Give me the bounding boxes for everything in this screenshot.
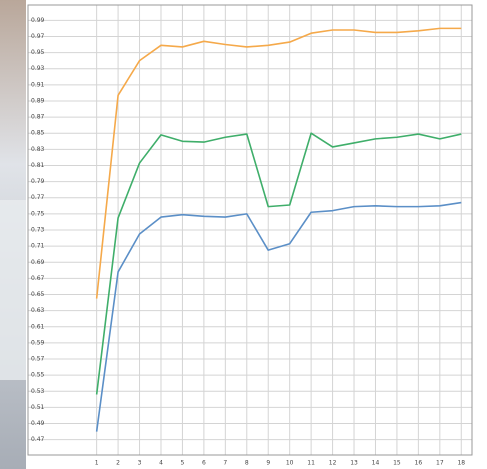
x-tick-label: 11 (307, 460, 315, 467)
y-tick-label: 0.51 (31, 404, 45, 411)
y-tick-label: 0.79 (31, 178, 45, 185)
y-tick-label: 0.49 (31, 420, 45, 427)
x-tick-label: 1 (95, 460, 99, 467)
x-tick-label: 5 (181, 460, 185, 467)
y-tick-label: 0.71 (31, 243, 45, 250)
y-tick-label: 0.87 (31, 114, 45, 121)
y-tick-label: 0.73 (31, 227, 45, 234)
x-tick-label: 6 (202, 460, 206, 467)
y-tick-label: 0.81 (31, 162, 45, 169)
y-tick-label: 0.65 (31, 291, 45, 298)
x-tick-label: 7 (223, 460, 227, 467)
x-tick-label: 16 (415, 460, 423, 467)
x-tick-label: 17 (436, 460, 444, 467)
y-tick-label: 0.95 (31, 49, 45, 56)
y-tick-label: 0.77 (31, 194, 45, 201)
y-tick-label: 0.63 (31, 307, 45, 314)
x-tick-label: 15 (393, 460, 401, 467)
x-tick-label: 12 (329, 460, 337, 467)
y-tick-label: 0.89 (31, 97, 45, 104)
x-tick-label: 2 (116, 460, 120, 467)
page: {"chart_data": {"type": "line", "x": [1,… (0, 0, 487, 469)
y-tick-label: 0.69 (31, 259, 45, 266)
x-tick-label: 14 (372, 460, 380, 467)
y-tick-label: 0.99 (31, 17, 45, 24)
screen (26, 0, 487, 469)
y-tick-label: 0.67 (31, 275, 45, 282)
y-tick-label: 0.53 (31, 388, 45, 395)
y-tick-label: 0.85 (31, 130, 45, 137)
y-tick-label: 0.55 (31, 372, 45, 379)
y-tick-label: 0.93 (31, 65, 45, 72)
y-tick-label: 0.75 (31, 210, 45, 217)
x-tick-label: 3 (138, 460, 142, 467)
y-tick-label: 0.83 (31, 146, 45, 153)
x-tick-label: 18 (457, 460, 465, 467)
background-paper (0, 200, 26, 380)
chart: 0.47 0.49 0.51 0.53 0.55 0.57 0.59 0.61 0.63 0.65… (0, 0, 487, 469)
x-tick-label: 8 (245, 460, 249, 467)
x-tick-label: 9 (266, 460, 270, 467)
y-tick-label: 0.59 (31, 339, 45, 346)
x-tick-label: 13 (350, 460, 358, 467)
y-tick-label: 0.91 (31, 81, 45, 88)
y-tick-label: 0.57 (31, 356, 45, 363)
y-tick-label: 0.61 (31, 323, 45, 330)
y-tick-label: 0.97 (31, 33, 45, 40)
x-tick-label: 10 (286, 460, 294, 467)
x-tick-label: 4 (159, 460, 163, 467)
y-tick-label: 0.47 (31, 436, 45, 443)
